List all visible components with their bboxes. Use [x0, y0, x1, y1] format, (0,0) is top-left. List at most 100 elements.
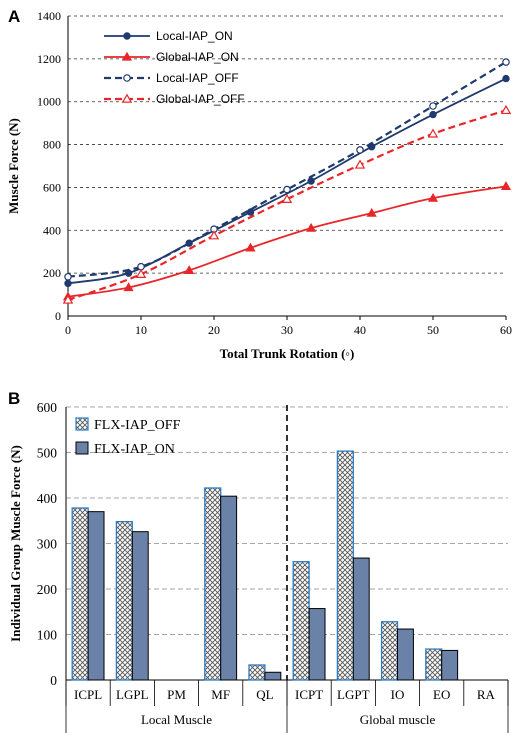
x-tick-label: 40 — [354, 323, 366, 337]
legend-label: Global-IAP_ON — [156, 50, 239, 64]
x-axis-title: Total Trunk Rotation (◦) — [220, 346, 355, 361]
y-tick-label: 200 — [43, 266, 61, 280]
data-point — [246, 208, 255, 216]
data-point — [184, 265, 195, 275]
group-label: Local Muscle — [141, 712, 212, 727]
category-label: RA — [477, 687, 496, 702]
y-tick-label: 1400 — [37, 9, 61, 23]
data-point — [427, 128, 439, 138]
y-axis-title: Muscle Force (N) — [6, 118, 21, 214]
bar-ql-iap-off — [248, 664, 266, 681]
data-point — [135, 268, 147, 278]
y-axis-title: Individual Group Muscle Force (N) — [8, 445, 23, 642]
data-point — [500, 104, 512, 115]
category-label: ICPL — [74, 687, 102, 702]
data-point — [123, 32, 131, 40]
bar-icpl-iap-on — [87, 511, 105, 681]
y-tick-label: 200 — [37, 582, 58, 597]
legend-label: Local-IAP_ON — [156, 29, 233, 43]
data-point — [429, 110, 437, 119]
data-point — [62, 294, 74, 304]
legend-label: FLX-IAP_OFF — [94, 418, 181, 433]
category-label: EO — [433, 687, 450, 702]
y-tick-label: 1000 — [37, 95, 61, 109]
y-tick-label: 400 — [37, 491, 58, 506]
data-point — [245, 242, 256, 252]
legend-swatch — [75, 441, 89, 455]
y-tick-label: 600 — [43, 180, 61, 194]
x-tick-label: 0 — [65, 323, 71, 337]
y-tick-label: 100 — [37, 628, 58, 643]
category-label: PM — [167, 687, 186, 702]
bar-lgpt-iap-off — [336, 450, 354, 681]
data-point — [121, 93, 133, 103]
data-point — [366, 207, 377, 217]
group-label: Global muscle — [360, 712, 436, 727]
legend: FLX-IAP_OFF FLX-IAP_ON — [75, 417, 181, 457]
data-point — [307, 177, 315, 185]
data-point — [283, 185, 291, 194]
bar-icpt-iap-off — [292, 561, 310, 681]
series-local-iap-off — [64, 58, 510, 281]
panel-b-letter: B — [8, 389, 20, 408]
legend-swatch — [75, 417, 89, 431]
data-point — [64, 279, 72, 288]
panel-b-chart: 0 100 200 300 400 500 600 Individual Group Musc… — [8, 400, 509, 733]
data-point — [208, 230, 220, 240]
panel-a-chart: 0 200 400 600 800 1000 1200 1400 0 10 20 30 40 50 60 To… — [6, 9, 512, 361]
data-point — [502, 74, 510, 83]
data-point — [123, 74, 131, 82]
data-point — [281, 193, 293, 203]
y-tick-label: 0 — [50, 673, 57, 688]
bar-icpt-iap-on — [308, 608, 326, 681]
legend-label: FLX-IAP_ON — [94, 442, 175, 457]
category-label: IO — [391, 687, 405, 702]
data-point — [502, 58, 510, 66]
series-global-iap-off — [62, 104, 512, 304]
y-tick-label: 1200 — [37, 52, 61, 66]
x-tick-label: 10 — [135, 323, 147, 337]
bar-eo-iap-on — [441, 649, 459, 681]
bar-io-iap-on — [397, 628, 414, 681]
bar-io-iap-off — [380, 621, 399, 681]
x-tick-label: 50 — [427, 323, 439, 337]
category-label: MF — [211, 687, 230, 702]
y-tick-label: 0 — [55, 309, 61, 323]
bar-ql-iap-on — [264, 671, 282, 681]
data-point — [500, 181, 512, 191]
data-point — [356, 146, 364, 154]
y-tick-label: 500 — [37, 446, 58, 461]
category-label: LGPT — [337, 687, 370, 702]
y-tick-label: 800 — [43, 138, 61, 152]
data-point — [64, 272, 72, 281]
panel-a-letter: A — [8, 7, 20, 26]
data-point — [354, 159, 366, 169]
bar-lgpl-iap-off — [115, 521, 133, 681]
bar-mf-iap-on — [220, 495, 238, 681]
data-point — [429, 102, 437, 110]
series-local-iap-on — [64, 74, 510, 288]
category-label: QL — [256, 687, 273, 702]
category-label: LGPL — [116, 687, 149, 702]
series-global-iap-on — [62, 181, 512, 301]
category-label: ICPT — [295, 687, 323, 702]
x-tick-label: 60 — [500, 323, 512, 337]
data-point — [427, 192, 439, 202]
series-line — [67, 61, 507, 278]
series-line — [67, 77, 507, 285]
bar-lgpl-iap-on — [131, 531, 149, 681]
bar-mf-iap-off — [204, 487, 222, 681]
bar-lgpt-iap-on — [352, 557, 370, 681]
y-tick-label: 300 — [37, 537, 58, 552]
data-point — [306, 222, 317, 232]
y-tick-label: 400 — [43, 223, 61, 237]
x-tick-label: 20 — [208, 323, 220, 337]
bar-eo-iap-off — [425, 648, 443, 681]
data-point — [121, 51, 133, 61]
legend-label: Local-IAP_OFF — [156, 71, 239, 85]
legend: Local-IAP_ON Global-IAP_ON Local-IAP_OFF Gl… — [104, 29, 245, 106]
legend-label: Global-IAP_OFF — [156, 92, 245, 106]
data-point — [123, 282, 134, 292]
bar-icpl-iap-off — [71, 507, 89, 681]
